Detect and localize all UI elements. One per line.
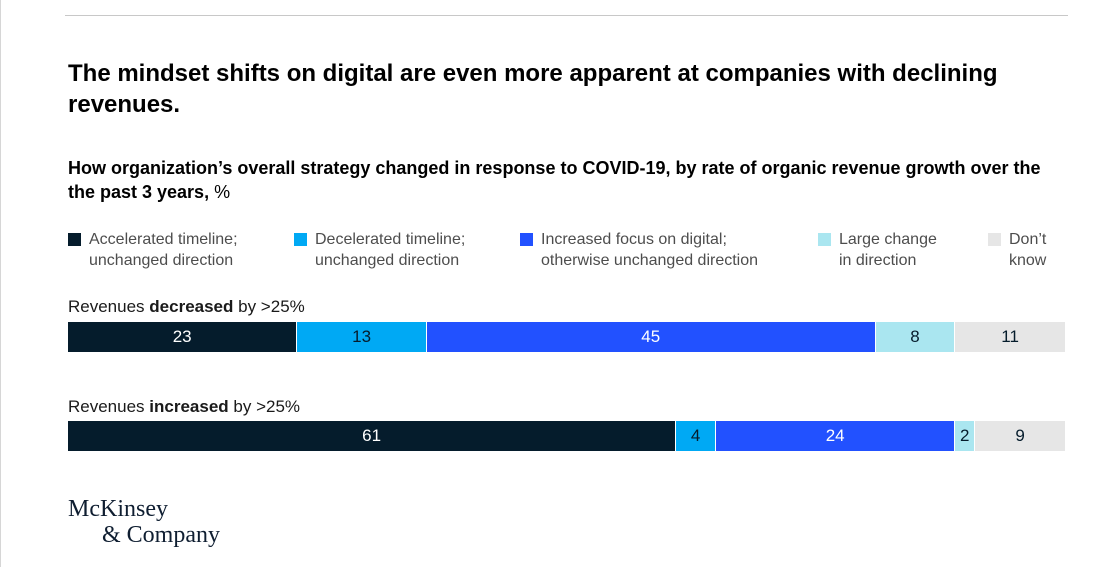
bar-segment-1-2: 13 <box>297 322 427 352</box>
bar-segment-2-2: 4 <box>676 421 717 451</box>
top-divider <box>65 15 1068 16</box>
stacked-bar-1: 23 13 45 8 11 <box>68 322 1065 352</box>
logo-line-1: McKinsey <box>68 496 168 522</box>
bar-segment-1-5: 11 <box>955 322 1065 352</box>
headline: The mindset shifts on digital are even m… <box>68 60 998 118</box>
legend-swatch-3 <box>520 233 533 246</box>
legend-label-3: Increased focus on digital; otherwise un… <box>541 231 759 269</box>
stacked-bar-2: 61 4 24 2 9 <box>68 421 1065 451</box>
bar-segment-1-4: 8 <box>875 322 956 352</box>
legend-item-1: Accelerated timeline; unchanged directio… <box>68 229 238 271</box>
logo-line-2: & Company <box>102 522 220 548</box>
legend-label-1: Accelerated timeline; unchanged directio… <box>89 231 238 269</box>
chart-subtitle: How organization’s overall strategy chan… <box>68 156 1048 204</box>
legend-item-2: Decelerated timeline; unchanged directio… <box>294 229 465 271</box>
legend-swatch-1 <box>68 233 81 246</box>
legend-item-4: Large change in direction <box>818 229 937 271</box>
mckinsey-logo: McKinsey & Company <box>68 496 220 548</box>
subtitle-unit: % <box>214 182 231 202</box>
legend-item-3: Increased focus on digital; otherwise un… <box>520 229 758 271</box>
bar-segment-2-4: 2 <box>955 421 976 451</box>
bar-segment-1-3: 45 <box>426 322 876 352</box>
bar-segment-2-1: 61 <box>68 421 677 451</box>
bar-segment-1-1: 23 <box>68 322 298 352</box>
left-border <box>0 0 1 567</box>
legend-label-2: Decelerated timeline; unchanged directio… <box>315 231 466 269</box>
row-label-1: Revenues decreased by >25% <box>68 297 305 316</box>
bar-segment-2-3: 24 <box>716 421 956 451</box>
legend-label-4: Large change in direction <box>839 231 937 269</box>
legend-label-5: Don’t know <box>1009 231 1047 269</box>
legend-item-5: Don’t know <box>988 229 1046 271</box>
row-label-2: Revenues increased by >25% <box>68 397 301 416</box>
legend-swatch-5 <box>988 233 1001 246</box>
subtitle-text: How organization’s overall strategy chan… <box>68 158 1041 202</box>
bar-segment-2-5: 9 <box>975 421 1065 451</box>
legend-swatch-2 <box>294 233 307 246</box>
legend-swatch-4 <box>818 233 831 246</box>
